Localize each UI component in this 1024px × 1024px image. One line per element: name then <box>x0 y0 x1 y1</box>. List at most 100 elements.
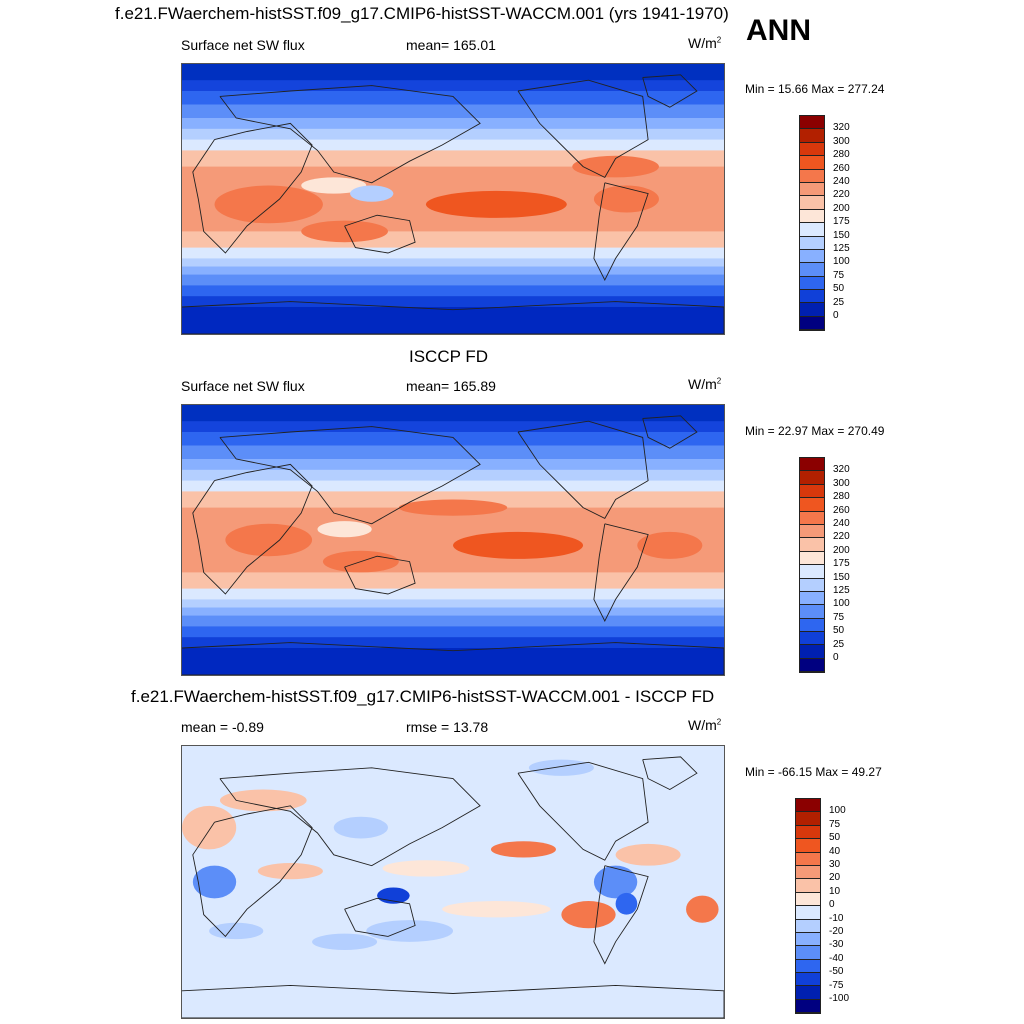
colorbar-box <box>800 471 824 485</box>
colorbar-tick-label: 30 <box>829 859 841 870</box>
colorbar-box <box>800 236 824 250</box>
colorbar-box <box>800 209 824 224</box>
panel-minmax: Min = 22.97 Max = 270.49 <box>745 424 885 438</box>
colorbar-box <box>800 658 824 673</box>
colorbar-box <box>800 551 824 566</box>
colorbar-tick-label: 300 <box>833 477 850 489</box>
colorbar-tick-label: 260 <box>833 504 850 516</box>
colorbar-tick-label: 10 <box>829 885 841 897</box>
colorbar-box <box>800 223 824 237</box>
colorbar-tick-label: 100 <box>833 598 850 610</box>
colorbar-box <box>800 484 824 499</box>
colorbar-diff: 100 75 50 40 30 20 10 0 -10 -20 -30 -40 -50 -75 -100 <box>795 798 849 1015</box>
colorbar-tick-label: 300 <box>833 135 850 147</box>
colorbar-box <box>796 906 820 920</box>
colorbar-tick-label: 175 <box>833 216 850 228</box>
colorbar-box <box>800 290 824 304</box>
colorbar-box <box>796 825 820 840</box>
colorbar-box <box>800 156 824 170</box>
colorbar-tick-label: 75 <box>829 818 841 830</box>
panel-minmax: Min = 15.66 Max = 277.24 <box>745 82 885 96</box>
season-label: ANN <box>746 14 811 47</box>
panel-rmse-label: rmse = 13.78 <box>406 719 489 735</box>
colorbar-tick-label: -20 <box>829 926 844 937</box>
colorbar-box <box>796 919 820 933</box>
colorbar-box <box>800 645 824 659</box>
colorbar-tick-label: 75 <box>833 611 845 623</box>
colorbar-box <box>800 524 824 539</box>
colorbar-box <box>800 303 824 317</box>
colorbar-tick-label: 240 <box>833 176 850 187</box>
panel-units: W/m2 <box>688 35 722 51</box>
colorbar-tick-label: 280 <box>833 491 850 503</box>
colorbar-tick-label: 220 <box>833 531 850 543</box>
colorbar-box <box>800 632 824 646</box>
colorbar-tick-label: 100 <box>829 805 846 817</box>
panel-mean-label: mean= 165.89 <box>406 378 496 394</box>
colorbar-box <box>796 946 820 960</box>
colorbar-box <box>796 812 820 826</box>
colorbar-box <box>796 839 820 853</box>
map-obs <box>181 404 725 676</box>
colorbar-tick-label: 150 <box>833 229 850 241</box>
colorbar-box <box>800 263 824 277</box>
map-model <box>181 63 725 335</box>
colorbar-box <box>800 618 824 633</box>
colorbar-box <box>796 892 820 907</box>
colorbar-box <box>800 169 824 183</box>
colorbar-tick-label: 0 <box>833 652 839 663</box>
colorbar-box <box>800 511 824 525</box>
colorbar-tick-label: -50 <box>829 966 844 978</box>
colorbar-box <box>800 605 824 619</box>
colorbar-box <box>796 852 820 866</box>
colorbar-obs: 320 300 280 260 240 220 200 175 150 125 100 75 50 25 0 <box>799 457 850 674</box>
colorbar-tick-label: -10 <box>829 912 844 924</box>
panel-units: W/m2 <box>688 376 722 392</box>
colorbar-box <box>800 142 824 157</box>
colorbar-tick-label: 220 <box>833 189 850 201</box>
colorbar-tick-label: -40 <box>829 952 844 964</box>
panel-subtitle: ISCCP FD <box>409 347 489 366</box>
colorbar-tick-label: 200 <box>833 544 850 556</box>
colorbar-tick-label: 100 <box>833 256 850 268</box>
map-diff <box>181 745 725 1019</box>
colorbar-box <box>796 959 820 974</box>
colorbar-model: 320 300 280 260 240 220 200 175 150 125 100 75 50 25 0 <box>799 115 850 332</box>
colorbar-box <box>800 458 824 472</box>
colorbar-tick-label: -30 <box>829 939 844 951</box>
panel-left-label: Surface net SW flux <box>181 378 305 394</box>
colorbar-tick-label: 175 <box>833 558 850 570</box>
panel-left-label: mean = -0.89 <box>181 719 264 735</box>
colorbar-box <box>800 591 824 606</box>
colorbar-tick-label: 20 <box>829 872 841 884</box>
colorbar-box <box>800 129 824 143</box>
colorbar-tick-label: 50 <box>833 625 845 637</box>
colorbar-box <box>796 973 820 987</box>
colorbar-tick-label: -100 <box>829 993 850 1004</box>
colorbar-tick-label: -75 <box>829 979 844 991</box>
colorbar-box <box>796 986 820 1000</box>
colorbar-box <box>796 799 820 813</box>
panel-mean-label: mean= 165.01 <box>406 37 496 53</box>
colorbar-box <box>800 498 824 512</box>
colorbar-tick-label: 260 <box>833 162 850 174</box>
colorbar-box <box>800 276 824 291</box>
colorbar-tick-label: 25 <box>833 296 845 308</box>
colorbar-tick-label: 0 <box>829 899 835 911</box>
colorbar-tick-label: 50 <box>829 832 841 844</box>
colorbar-box <box>800 316 824 331</box>
colorbar-box <box>800 578 824 592</box>
colorbar-tick-label: 240 <box>833 518 850 529</box>
colorbar-tick-label: 50 <box>833 283 845 295</box>
colorbar-box <box>796 932 820 947</box>
panel-minmax: Min = -66.15 Max = 49.27 <box>745 765 882 779</box>
colorbar-box <box>800 538 824 552</box>
colorbar-box <box>800 249 824 264</box>
colorbar-box <box>796 999 820 1014</box>
colorbar-tick-label: 280 <box>833 149 850 161</box>
colorbar-tick-label: 125 <box>833 243 850 254</box>
colorbar-tick-label: 0 <box>833 310 839 321</box>
figure-title: f.e21.FWaerchem-histSST.f09_g17.CMIP6-hi… <box>115 4 729 23</box>
colorbar-tick-label: 150 <box>833 571 850 583</box>
colorbar-tick-label: 75 <box>833 269 845 281</box>
